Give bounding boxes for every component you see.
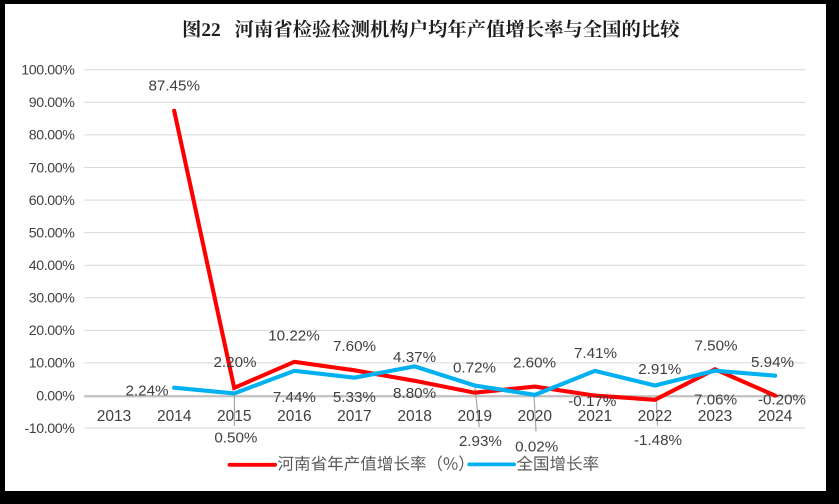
svg-text:2.20%: 2.20% bbox=[213, 354, 256, 371]
svg-text:70.00%: 70.00% bbox=[29, 160, 76, 176]
svg-text:10.00%: 10.00% bbox=[29, 356, 76, 372]
svg-text:7.44%: 7.44% bbox=[273, 389, 316, 406]
svg-text:4.37%: 4.37% bbox=[393, 349, 436, 366]
svg-text:2.91%: 2.91% bbox=[638, 361, 681, 378]
svg-text:-0.17%: -0.17% bbox=[568, 393, 616, 410]
svg-text:0.02%: 0.02% bbox=[515, 439, 558, 456]
svg-text:2017: 2017 bbox=[337, 408, 371, 425]
svg-text:0.00%: 0.00% bbox=[36, 388, 75, 404]
svg-text:7.60%: 7.60% bbox=[333, 338, 376, 355]
svg-text:2013: 2013 bbox=[97, 408, 131, 425]
svg-text:90.00%: 90.00% bbox=[29, 95, 76, 111]
svg-text:2019: 2019 bbox=[457, 408, 491, 425]
svg-text:7.50%: 7.50% bbox=[694, 338, 737, 355]
svg-text:5.33%: 5.33% bbox=[333, 389, 376, 406]
svg-text:40.00%: 40.00% bbox=[29, 258, 76, 274]
svg-text:5.94%: 5.94% bbox=[751, 354, 794, 371]
svg-text:2020: 2020 bbox=[518, 408, 553, 425]
svg-text:0.72%: 0.72% bbox=[453, 360, 496, 377]
svg-text:-0.20%: -0.20% bbox=[758, 392, 806, 409]
svg-text:100.00%: 100.00% bbox=[21, 63, 75, 79]
svg-text:2.93%: 2.93% bbox=[459, 433, 502, 450]
svg-text:87.45%: 87.45% bbox=[148, 78, 200, 95]
svg-text:7.06%: 7.06% bbox=[694, 392, 737, 409]
svg-text:20.00%: 20.00% bbox=[29, 323, 76, 339]
svg-text:60.00%: 60.00% bbox=[29, 193, 76, 209]
svg-text:80.00%: 80.00% bbox=[29, 128, 76, 144]
svg-text:2021: 2021 bbox=[578, 408, 612, 425]
svg-text:8.80%: 8.80% bbox=[393, 385, 436, 402]
svg-text:2014: 2014 bbox=[157, 408, 192, 425]
svg-text:-10.00%: -10.00% bbox=[24, 421, 75, 437]
svg-text:7.41%: 7.41% bbox=[574, 345, 617, 362]
svg-text:2.60%: 2.60% bbox=[513, 355, 556, 372]
svg-text:2018: 2018 bbox=[397, 408, 431, 425]
svg-text:30.00%: 30.00% bbox=[29, 291, 76, 307]
svg-text:50.00%: 50.00% bbox=[29, 225, 76, 241]
svg-text:2023: 2023 bbox=[698, 408, 732, 425]
svg-text:2015: 2015 bbox=[217, 408, 251, 425]
svg-text:2022: 2022 bbox=[638, 408, 672, 425]
svg-text:10.22%: 10.22% bbox=[268, 328, 320, 345]
svg-text:-1.48%: -1.48% bbox=[634, 432, 682, 449]
svg-text:2024: 2024 bbox=[758, 408, 793, 425]
svg-text:2.24%: 2.24% bbox=[125, 383, 168, 400]
svg-text:2016: 2016 bbox=[277, 408, 311, 425]
svg-text:0.50%: 0.50% bbox=[214, 430, 257, 447]
